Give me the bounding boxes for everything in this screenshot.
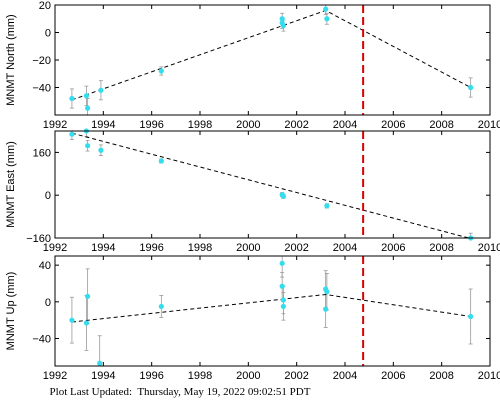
y-tick-label: 0 [45, 190, 51, 202]
x-tick-label: 1994 [91, 119, 115, 131]
x-tick-label: 2002 [284, 370, 308, 382]
panel-2: 1992 1994 1996 1998 2000 2002 2004 2006 2008 2010… [5, 128, 500, 254]
y-tick-label: −160 [26, 233, 51, 245]
x-tick-label: 1992 [43, 242, 67, 254]
y-tick-label: 0 [45, 28, 51, 40]
data-point [468, 313, 474, 320]
x-tick-label: 2008 [429, 242, 453, 254]
data-point [83, 93, 90, 99]
data-point [85, 143, 91, 149]
trend-line [71, 293, 471, 323]
data-point [69, 131, 75, 137]
y-axis-label: MNMT East (mm) [5, 141, 17, 228]
data-point [85, 105, 91, 111]
x-tick-label: 1994 [91, 370, 115, 382]
x-tick-label: 2006 [381, 242, 405, 254]
data-point [83, 320, 90, 326]
data-point [280, 23, 286, 29]
data-point [69, 95, 75, 102]
data-point [323, 6, 329, 12]
panel-1: 1992 1994 1996 1998 2000 2002 2004 2006 2008 2010… [5, 0, 500, 131]
data-point [69, 317, 75, 323]
x-tick-label: 1994 [91, 242, 115, 254]
x-tick-label: 2010 [478, 242, 500, 254]
last-updated-footer: Plot Last Updated: Thursday, May 19, 202… [0, 386, 360, 398]
data-point [323, 306, 329, 312]
data-point [324, 16, 330, 22]
data-point [279, 283, 285, 289]
x-tick-label: 1998 [188, 119, 212, 131]
panel-3: 1992 1994 1996 1998 2000 2002 2004 2006 2008 2010… [5, 255, 500, 382]
x-tick-label: 2004 [333, 119, 357, 131]
data-point [324, 203, 330, 209]
plot-frame [54, 130, 491, 239]
data-point [280, 193, 286, 199]
y-tick-label: 20 [39, 0, 51, 12]
y-axis-label: MNMT North (mm) [5, 14, 17, 105]
x-tick-label: 1996 [139, 242, 163, 254]
x-tick-label: 1996 [139, 370, 163, 382]
x-tick-label: 2000 [236, 119, 260, 131]
x-tick-label: 1998 [188, 242, 212, 254]
trend-line [71, 132, 471, 240]
x-tick-label: 1992 [43, 370, 67, 382]
data-point [158, 158, 164, 164]
data-point [85, 293, 91, 299]
x-tick-label: 2002 [284, 242, 308, 254]
data-point [280, 297, 286, 303]
data-point [280, 303, 286, 310]
data-point [158, 68, 164, 74]
data-point [468, 84, 474, 91]
data-point [158, 303, 164, 310]
x-tick-label: 2004 [333, 370, 357, 382]
x-tick-label: 2000 [236, 370, 260, 382]
data-point [279, 260, 285, 266]
x-tick-label: 2010 [478, 370, 500, 382]
data-point [98, 147, 104, 153]
data-point [324, 289, 330, 295]
y-tick-label: 0 [45, 297, 51, 309]
x-tick-label: 2000 [236, 242, 260, 254]
x-tick-label: 1998 [188, 370, 212, 382]
last-updated-label: Plot Last Updated: [49, 386, 133, 398]
y-axis-label: MNMT Up (mm) [5, 272, 17, 351]
x-tick-label: 2006 [381, 370, 405, 382]
y-tick-label: −40 [32, 83, 51, 95]
x-tick-label: 2008 [429, 119, 453, 131]
x-tick-label: 2002 [284, 119, 308, 131]
last-updated-datetime: Thursday, May 19, 2022 09:02:51 PDT [137, 386, 311, 398]
plot-frame [54, 255, 491, 367]
x-tick-label: 2004 [333, 242, 357, 254]
x-tick-label: 1992 [43, 119, 67, 131]
data-point [279, 16, 285, 22]
x-tick-label: 2006 [381, 119, 405, 131]
y-tick-label: 40 [39, 260, 51, 272]
x-tick-label: 1996 [139, 119, 163, 131]
data-point [98, 87, 104, 93]
trend-line [71, 9, 471, 101]
data-point [97, 360, 103, 366]
y-tick-label: −20 [32, 55, 51, 67]
x-tick-label: 2010 [478, 119, 500, 131]
y-tick-label: 160 [33, 147, 51, 159]
y-tick-label: −40 [32, 334, 51, 346]
plot-frame [54, 4, 491, 116]
x-tick-label: 2008 [429, 370, 453, 382]
